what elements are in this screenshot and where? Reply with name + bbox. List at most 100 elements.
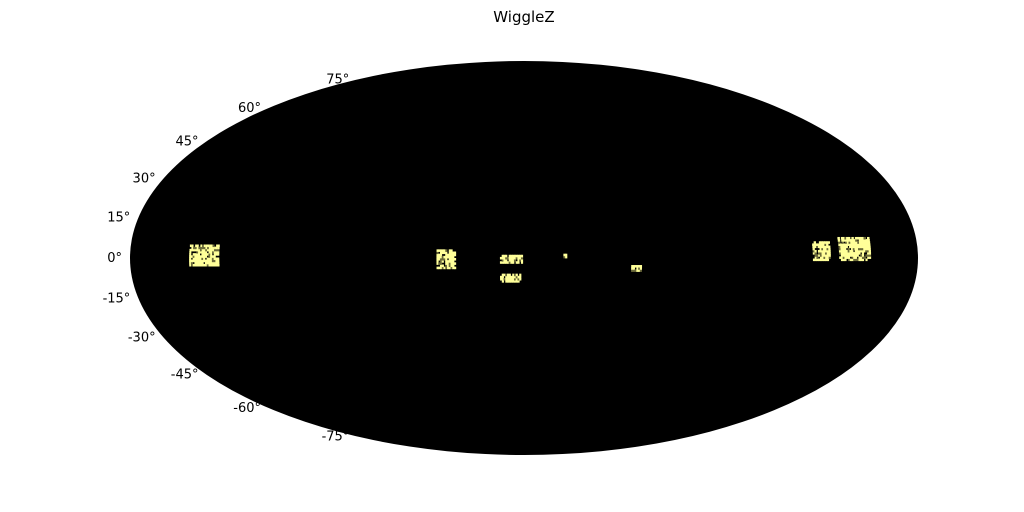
- footprint-cell: [824, 249, 828, 253]
- footprint-cell: [859, 245, 862, 249]
- survey-footprint-layer: [189, 236, 872, 283]
- footprint-cell: [203, 255, 206, 258]
- footprint-cell: [446, 262, 450, 265]
- footprint-cell: [211, 259, 215, 263]
- footprint-cell: [853, 258, 856, 262]
- footprint-cell: [851, 247, 854, 251]
- footprint-cell: [638, 269, 641, 272]
- footprint-cell: [436, 258, 439, 261]
- footprint-cell: [443, 255, 446, 259]
- footprint-cell: [512, 280, 515, 283]
- footprint-cell: [212, 250, 215, 254]
- footprint-cell: [636, 265, 639, 268]
- footprint-cell: [819, 252, 823, 255]
- footprint-cell: [443, 258, 446, 261]
- footprint-cell: [844, 254, 847, 257]
- footprint-cell: [851, 252, 854, 255]
- footprint-cell: [436, 251, 439, 255]
- footprint-cell: [436, 262, 439, 265]
- footprint-cell: [849, 249, 852, 253]
- footprint-cell: [441, 249, 444, 252]
- footprint-cell: [450, 249, 453, 252]
- footprint-cell: [865, 254, 868, 257]
- footprint-cell: [198, 246, 201, 250]
- footprint-cell: [194, 263, 197, 267]
- footprint-cell: [867, 239, 870, 242]
- footprint-cell: [861, 245, 864, 249]
- footprint-cell: [507, 280, 510, 283]
- footprint-cell: [510, 280, 513, 283]
- footprint-cell: [438, 255, 441, 259]
- footprint-cell: [199, 261, 202, 265]
- footprint-cell: [826, 254, 830, 257]
- footprint-cell: [446, 253, 450, 257]
- footprint-cell: [853, 252, 856, 255]
- footprint-cell: [631, 267, 634, 270]
- footprint-cell: [814, 249, 817, 253]
- footprint-cell: [824, 247, 828, 251]
- footprint-cell: [450, 258, 453, 261]
- footprint-cell: [865, 241, 869, 244]
- footprint-cell: [845, 249, 849, 253]
- footprint-cell: [448, 249, 451, 252]
- footprint-cell: [190, 261, 194, 265]
- footprint-cell: [816, 258, 819, 262]
- footprint-cell: [210, 261, 213, 265]
- footprint-cell: [639, 269, 642, 272]
- footprint-cell: [448, 262, 451, 265]
- footprint-cell: [519, 254, 522, 258]
- footprint-cell: [842, 245, 845, 249]
- footprint-cell: [819, 245, 822, 249]
- footprint-cell: [206, 257, 209, 261]
- footprint-cell: [828, 247, 831, 251]
- footprint-cell: [852, 243, 855, 246]
- footprint-cell: [828, 245, 831, 249]
- footprint-cell: [826, 243, 829, 246]
- footprint-cell: [821, 245, 824, 249]
- footprint-cell: [206, 259, 209, 263]
- footprint-cell: [453, 258, 457, 261]
- footprint-cell: [861, 247, 864, 251]
- footprint-cell: [510, 256, 513, 260]
- footprint-cell: [846, 236, 849, 240]
- footprint-cell: [441, 255, 444, 259]
- footprint-cell: [634, 269, 637, 272]
- footprint-cell: [863, 245, 866, 249]
- footprint-cell: [854, 247, 857, 251]
- footprint-cell: [823, 249, 826, 253]
- footprint-cell: [212, 248, 215, 252]
- footprint-cell: [826, 249, 829, 253]
- footprint-cell: [201, 253, 204, 256]
- footprint-cell: [439, 251, 443, 255]
- footprint-cell: [812, 258, 816, 262]
- footprint-cell: [824, 243, 827, 246]
- footprint-cell: [861, 249, 864, 253]
- footprint-cell: [857, 243, 860, 246]
- lat-tick-label: -60°: [233, 401, 261, 416]
- footprint-cell: [853, 256, 856, 259]
- footprint-cell: [215, 257, 218, 261]
- footprint-cell: [864, 241, 867, 244]
- footprint-cell: [852, 247, 856, 251]
- footprint-cell: [839, 256, 842, 259]
- footprint-cell: [211, 255, 215, 258]
- footprint-cell: [446, 260, 450, 263]
- footprint-cell: [861, 236, 865, 240]
- footprint-cell: [818, 254, 821, 257]
- footprint-cell: [823, 258, 826, 262]
- footprint-cell: [856, 247, 859, 251]
- footprint-cell: [840, 249, 843, 253]
- footprint-cell: [211, 257, 215, 261]
- lat-tick-label: 75°: [326, 73, 349, 88]
- footprint-cell: [452, 266, 455, 270]
- footprint-cell: [208, 263, 211, 267]
- footprint-cell: [825, 256, 828, 259]
- footprint-cell: [863, 256, 866, 259]
- footprint-cell: [812, 247, 815, 251]
- footprint-cell: [210, 246, 213, 250]
- footprint-cell: [515, 254, 518, 258]
- footprint-cell: [838, 249, 842, 253]
- footprint-cell: [844, 258, 847, 262]
- footprint-cell: [854, 243, 857, 246]
